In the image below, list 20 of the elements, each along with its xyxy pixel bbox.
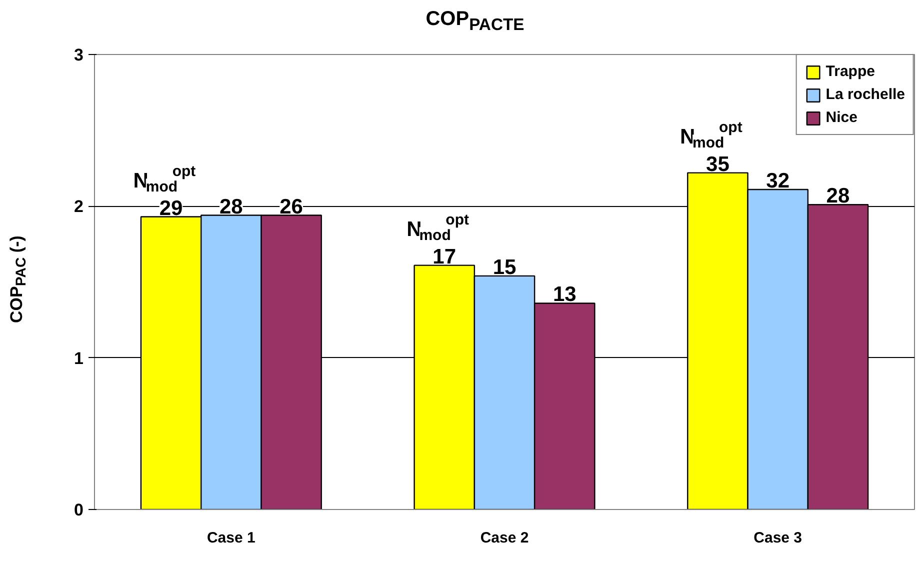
annotation: 28 (219, 195, 244, 218)
y-tick-label: 1 (74, 348, 84, 368)
annotation: 13 (552, 283, 576, 306)
chart-title: COP$_{PACTE}$ (426, 7, 524, 36)
annotation: 32 (766, 169, 790, 192)
legend-label: Trappe (826, 63, 875, 80)
annotation: 17 (432, 245, 456, 268)
x-tick-label: Case 2 (480, 530, 529, 546)
y-tick-label: 2 (74, 197, 84, 216)
annotation: 28 (826, 184, 850, 208)
annotation: 29 (159, 196, 183, 220)
x-tick-label: Case 3 (754, 530, 802, 546)
y-tick-label: 3 (74, 46, 84, 64)
legend-label: Nice (826, 109, 858, 126)
annotation: 35 (706, 152, 730, 176)
y-tick-label: 0 (74, 500, 84, 520)
annotation: 15 (492, 256, 516, 279)
legend-label: La rochelle (826, 86, 905, 103)
annotation: 26 (280, 195, 303, 218)
x-tick-label: Case 1 (206, 530, 256, 546)
